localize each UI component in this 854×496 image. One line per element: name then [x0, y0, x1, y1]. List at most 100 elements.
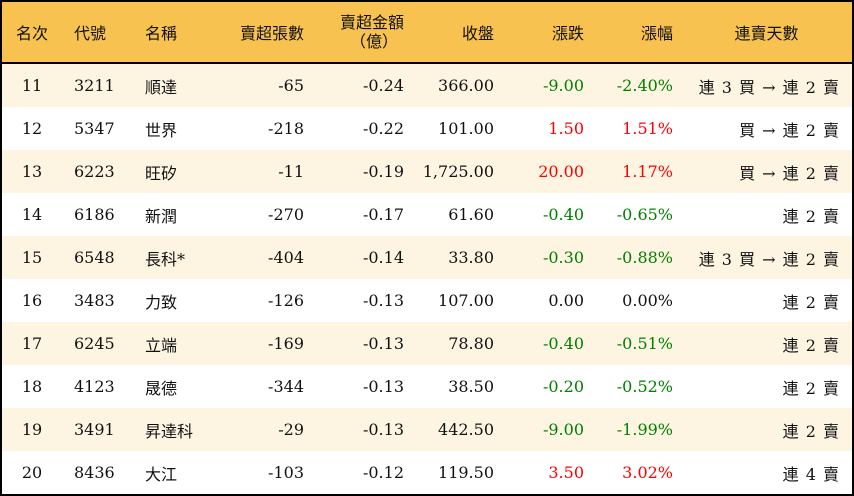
header-rank: 名次: [15, 24, 48, 43]
change-cell: -0.40: [542, 205, 584, 224]
name-cell: 力致: [145, 292, 178, 312]
net-sell-amount-cell: -0.13: [362, 377, 404, 396]
name-cell: 世界: [145, 120, 178, 140]
net-sell-amount-cell: -0.19: [362, 162, 404, 181]
close-cell: 119.50: [438, 463, 494, 482]
close-cell: 78.80: [448, 334, 494, 353]
change-pct-cell: -1.99%: [616, 420, 673, 439]
rank-cell: 16: [21, 291, 43, 310]
table-row: 16 3483 力致 -126 -0.13 107.00 0.00 0.00% 連 2 賣: [2, 279, 852, 322]
code-cell: 5347: [74, 119, 115, 138]
table-header: 名次 代號 名稱 賣超張數 賣超金額 （億） 收盤 漲跌 漲幅 連賣天數: [2, 2, 852, 64]
table-row: 13 6223 旺矽 -11 -0.19 1,725.00 20.00 1.17% 買 → 連 …: [2, 150, 852, 193]
net-sell-lots-cell: -404: [268, 248, 304, 267]
change-cell: 0.00: [548, 291, 584, 310]
code-cell: 3211: [74, 76, 115, 95]
name-cell: 旺矽: [145, 163, 178, 183]
net-sell-lots-cell: -270: [268, 205, 304, 224]
change-cell: -0.40: [542, 334, 584, 353]
close-cell: 366.00: [438, 76, 494, 95]
name-cell: 新潤: [145, 206, 178, 226]
streak-cell: 連 3 買 → 連 2 賣: [698, 77, 840, 97]
table-row: 19 3491 昇達科 -29 -0.13 442.50 -9.00 -1.99% 連 2 賣: [2, 408, 852, 451]
streak-cell: 連 2 賣: [782, 421, 840, 441]
code-cell: 6223: [74, 162, 115, 181]
code-cell: 6548: [74, 248, 115, 267]
table-row: 14 6186 新潤 -270 -0.17 61.60 -0.40 -0.65% 連 2 賣: [2, 193, 852, 236]
header-name: 名稱: [145, 24, 178, 43]
streak-cell: 連 2 賣: [782, 378, 840, 398]
code-cell: 4123: [74, 377, 115, 396]
name-cell: 昇達科: [145, 421, 194, 441]
change-pct-cell: 0.00%: [622, 291, 673, 310]
table-row: 18 4123 晟德 -344 -0.13 38.50 -0.20 -0.52% 連 2 賣: [2, 365, 852, 408]
header-net-sell-amount: 賣超金額 （億）: [312, 13, 412, 51]
table-row: 15 6548 長科* -404 -0.14 33.80 -0.30 -0.88% 連 3 買 …: [2, 236, 852, 279]
close-cell: 38.50: [448, 377, 494, 396]
net-sell-amount-cell: -0.14: [362, 248, 404, 267]
streak-cell: 買 → 連 2 賣: [739, 120, 840, 140]
rank-cell: 14: [21, 205, 43, 224]
streak-cell: 連 3 買 → 連 2 賣: [698, 249, 840, 269]
net-sell-lots-cell: -126: [268, 291, 304, 310]
code-cell: 6186: [74, 205, 115, 224]
net-sell-lots-cell: -65: [278, 76, 304, 95]
net-sell-lots-cell: -11: [278, 162, 304, 181]
header-net-sell-amount-line1: 賣超金額: [339, 13, 404, 32]
close-cell: 33.80: [448, 248, 494, 267]
header-change-pct: 漲幅: [640, 24, 673, 43]
rank-cell: 19: [21, 420, 43, 439]
change-pct-cell: -0.51%: [616, 334, 673, 353]
change-pct-cell: 3.02%: [622, 463, 673, 482]
table-row: 17 6245 立端 -169 -0.13 78.80 -0.40 -0.51% 連 2 賣: [2, 322, 852, 365]
streak-cell: 連 2 賣: [782, 206, 840, 226]
net-sell-lots-cell: -169: [268, 334, 304, 353]
change-cell: -0.20: [542, 377, 584, 396]
code-cell: 3491: [74, 420, 115, 439]
net-sell-lots-cell: -344: [268, 377, 304, 396]
rank-cell: 11: [21, 76, 43, 95]
net-sell-amount-cell: -0.13: [362, 291, 404, 310]
header-net-sell-lots: 賣超張數: [239, 24, 304, 43]
name-cell: 立端: [145, 335, 178, 355]
change-pct-cell: 1.51%: [622, 119, 673, 138]
change-cell: 3.50: [548, 463, 584, 482]
close-cell: 1,725.00: [422, 162, 494, 181]
table-row: 11 3211 順達 -65 -0.24 366.00 -9.00 -2.40% 連 3 買 →…: [2, 64, 852, 107]
streak-cell: 連 2 賣: [782, 292, 840, 312]
change-cell: -0.30: [542, 248, 584, 267]
change-cell: -9.00: [542, 420, 584, 439]
rank-cell: 17: [21, 334, 43, 353]
header-net-sell-amount-line2: （億）: [349, 32, 398, 51]
net-sell-lots-cell: -218: [268, 119, 304, 138]
net-sell-amount-cell: -0.22: [362, 119, 404, 138]
code-cell: 6245: [74, 334, 115, 353]
code-cell: 3483: [74, 291, 115, 310]
code-cell: 8436: [74, 463, 115, 482]
close-cell: 101.00: [438, 119, 494, 138]
change-pct-cell: -0.65%: [616, 205, 673, 224]
rank-cell: 20: [21, 463, 43, 482]
change-cell: 20.00: [538, 162, 584, 181]
streak-cell: 買 → 連 2 賣: [739, 163, 840, 183]
change-pct-cell: 1.17%: [622, 162, 673, 181]
net-sell-amount-cell: -0.12: [362, 463, 404, 482]
net-sell-amount-cell: -0.13: [362, 420, 404, 439]
close-cell: 107.00: [438, 291, 494, 310]
net-sell-amount-cell: -0.24: [362, 76, 404, 95]
change-cell: 1.50: [548, 119, 584, 138]
net-sell-amount-cell: -0.13: [362, 334, 404, 353]
change-pct-cell: -2.40%: [616, 76, 673, 95]
header-streak: 連賣天數: [734, 24, 799, 43]
rank-cell: 13: [21, 162, 43, 181]
name-cell: 長科*: [145, 249, 186, 269]
rank-cell: 18: [21, 377, 43, 396]
table-row: 12 5347 世界 -218 -0.22 101.00 1.50 1.51% 買 → 連 2 …: [2, 107, 852, 150]
header-code: 代號: [74, 24, 107, 43]
name-cell: 大江: [145, 464, 178, 484]
close-cell: 442.50: [438, 420, 494, 439]
table-body: 11 3211 順達 -65 -0.24 366.00 -9.00 -2.40% 連 3 買 →…: [2, 64, 852, 494]
name-cell: 晟德: [145, 378, 178, 398]
name-cell: 順達: [145, 77, 178, 97]
